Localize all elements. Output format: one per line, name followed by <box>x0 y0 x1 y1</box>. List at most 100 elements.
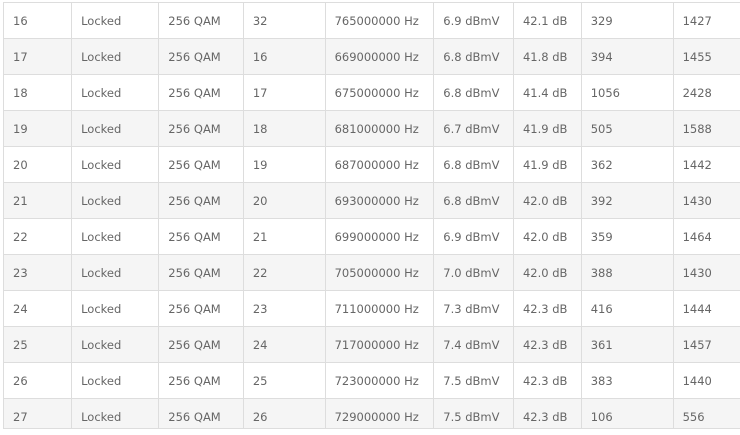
cell-channel-number: 22 <box>242 254 326 291</box>
cell-frequency: 669000000 Hz <box>324 38 435 75</box>
cell-power: 7.3 dBmV <box>433 290 514 327</box>
cell-channel-id: 21 <box>3 182 73 219</box>
cell-channel-id: 25 <box>3 326 73 363</box>
cell-power: 7.0 dBmV <box>433 254 514 291</box>
cell-snr: 42.0 dB <box>512 218 582 255</box>
cell-corrected-errors: 362 <box>580 146 674 183</box>
cell-modulation: 256 QAM <box>158 2 244 39</box>
cell-power: 7.5 dBmV <box>433 398 514 428</box>
cell-uncorrectable-errors: 1427 <box>672 2 740 39</box>
cell-power: 6.8 dBmV <box>433 38 514 75</box>
cell-corrected-errors: 1056 <box>580 74 674 111</box>
cell-corrected-errors: 383 <box>580 362 674 399</box>
cell-corrected-errors: 106 <box>580 398 674 428</box>
cell-power: 6.8 dBmV <box>433 182 514 219</box>
cell-modulation: 256 QAM <box>158 290 244 327</box>
cell-uncorrectable-errors: 1440 <box>672 362 740 399</box>
cell-frequency: 729000000 Hz <box>324 398 435 428</box>
cell-snr: 41.8 dB <box>512 38 582 75</box>
cell-snr: 42.0 dB <box>512 182 582 219</box>
cell-channel-id: 27 <box>3 398 73 428</box>
cell-lock-status: Locked <box>71 362 160 399</box>
cell-modulation: 256 QAM <box>158 218 244 255</box>
cell-channel-number: 23 <box>242 290 326 327</box>
cell-modulation: 256 QAM <box>158 146 244 183</box>
cell-channel-number: 17 <box>242 74 326 111</box>
cell-modulation: 256 QAM <box>158 182 244 219</box>
cell-channel-id: 18 <box>3 74 73 111</box>
cell-power: 6.9 dBmV <box>433 2 514 39</box>
cell-channel-number: 21 <box>242 218 326 255</box>
cell-frequency: 687000000 Hz <box>324 146 435 183</box>
cell-power: 6.7 dBmV <box>433 110 514 147</box>
cell-modulation: 256 QAM <box>158 398 244 428</box>
cell-lock-status: Locked <box>71 74 160 111</box>
cell-lock-status: Locked <box>71 218 160 255</box>
table-row: 21 Locked 256 QAM 20 693000000 Hz 6.8 dBmV 42.… <box>3 182 740 219</box>
cell-uncorrectable-errors: 1455 <box>672 38 740 75</box>
cell-uncorrectable-errors: 1588 <box>672 110 740 147</box>
cell-channel-id: 24 <box>3 290 73 327</box>
cell-corrected-errors: 392 <box>580 182 674 219</box>
cell-power: 7.4 dBmV <box>433 326 514 363</box>
cell-uncorrectable-errors: 1457 <box>672 326 740 363</box>
table-row: 22 Locked 256 QAM 21 699000000 Hz 6.9 dBmV 42.… <box>3 218 740 255</box>
cell-corrected-errors: 329 <box>580 2 674 39</box>
cell-snr: 41.9 dB <box>512 146 582 183</box>
cell-modulation: 256 QAM <box>158 38 244 75</box>
cell-channel-number: 20 <box>242 182 326 219</box>
cell-modulation: 256 QAM <box>158 74 244 111</box>
table-row: 25 Locked 256 QAM 24 717000000 Hz 7.4 dBmV 42.… <box>3 326 740 363</box>
cell-lock-status: Locked <box>71 146 160 183</box>
cell-channel-number: 24 <box>242 326 326 363</box>
cell-uncorrectable-errors: 556 <box>672 398 740 428</box>
cell-frequency: 705000000 Hz <box>324 254 435 291</box>
cell-power: 6.8 dBmV <box>433 146 514 183</box>
cell-snr: 42.3 dB <box>512 290 582 327</box>
cell-modulation: 256 QAM <box>158 110 244 147</box>
cell-channel-id: 17 <box>3 38 73 75</box>
cell-channel-id: 26 <box>3 362 73 399</box>
table-row: 17 Locked 256 QAM 16 669000000 Hz 6.8 dBmV 41.… <box>3 38 740 75</box>
cell-lock-status: Locked <box>71 398 160 428</box>
downstream-channel-table: 16 Locked 256 QAM 32 765000000 Hz 6.9 dBmV 42.… <box>3 2 740 428</box>
cell-snr: 42.1 dB <box>512 2 582 39</box>
cell-snr: 42.3 dB <box>512 326 582 363</box>
cell-channel-id: 23 <box>3 254 73 291</box>
cell-uncorrectable-errors: 1442 <box>672 146 740 183</box>
downstream-channel-table-container: 16 Locked 256 QAM 32 765000000 Hz 6.9 dBmV 42.… <box>3 2 740 429</box>
cell-frequency: 765000000 Hz <box>324 2 435 39</box>
cell-channel-number: 26 <box>242 398 326 428</box>
cell-channel-number: 32 <box>242 2 326 39</box>
cell-power: 6.8 dBmV <box>433 74 514 111</box>
cell-modulation: 256 QAM <box>158 254 244 291</box>
cell-corrected-errors: 394 <box>580 38 674 75</box>
cell-lock-status: Locked <box>71 182 160 219</box>
cell-corrected-errors: 388 <box>580 254 674 291</box>
cell-channel-number: 16 <box>242 38 326 75</box>
cell-lock-status: Locked <box>71 254 160 291</box>
cell-uncorrectable-errors: 2428 <box>672 74 740 111</box>
cell-modulation: 256 QAM <box>158 362 244 399</box>
cell-snr: 42.3 dB <box>512 398 582 428</box>
cell-power: 7.5 dBmV <box>433 362 514 399</box>
cell-channel-id: 19 <box>3 110 73 147</box>
cell-channel-number: 25 <box>242 362 326 399</box>
table-row: 23 Locked 256 QAM 22 705000000 Hz 7.0 dBmV 42.… <box>3 254 740 291</box>
cell-uncorrectable-errors: 1430 <box>672 254 740 291</box>
cell-frequency: 699000000 Hz <box>324 218 435 255</box>
cell-frequency: 675000000 Hz <box>324 74 435 111</box>
cell-lock-status: Locked <box>71 110 160 147</box>
cell-corrected-errors: 361 <box>580 326 674 363</box>
cell-lock-status: Locked <box>71 38 160 75</box>
cell-lock-status: Locked <box>71 326 160 363</box>
cell-corrected-errors: 359 <box>580 218 674 255</box>
cell-power: 6.9 dBmV <box>433 218 514 255</box>
cell-frequency: 711000000 Hz <box>324 290 435 327</box>
cell-uncorrectable-errors: 1430 <box>672 182 740 219</box>
cell-snr: 41.4 dB <box>512 74 582 111</box>
table-row: 24 Locked 256 QAM 23 711000000 Hz 7.3 dBmV 42.… <box>3 290 740 327</box>
cell-uncorrectable-errors: 1464 <box>672 218 740 255</box>
cell-frequency: 693000000 Hz <box>324 182 435 219</box>
cell-snr: 42.3 dB <box>512 362 582 399</box>
